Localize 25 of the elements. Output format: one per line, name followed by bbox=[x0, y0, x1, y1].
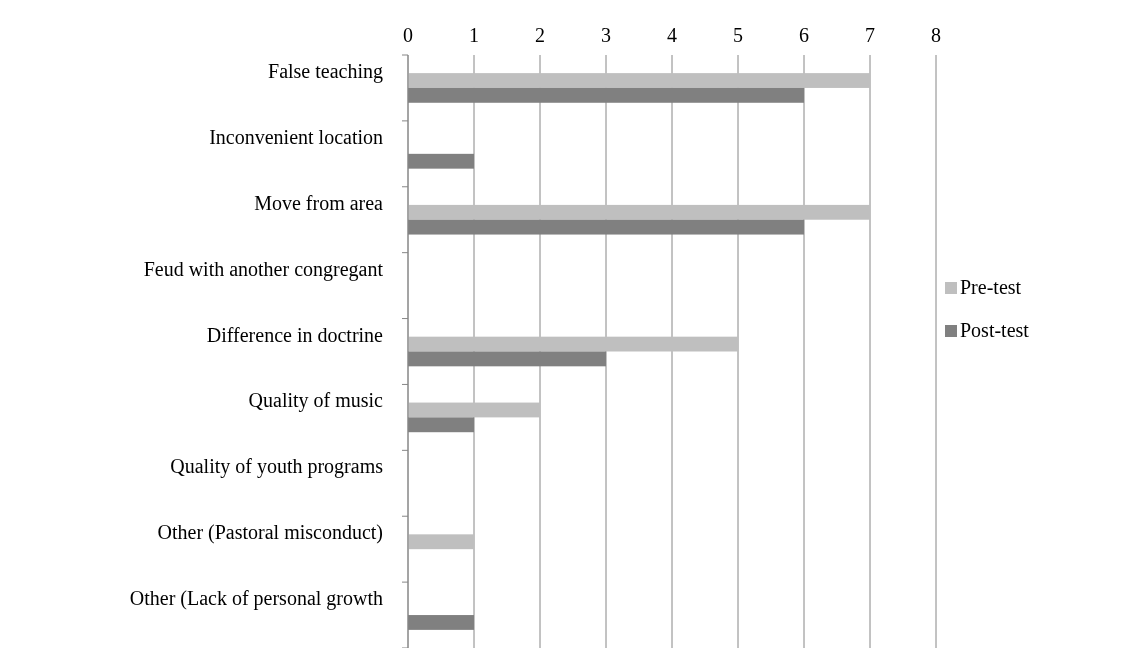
y-tick-label: Other (Lack of personal growth bbox=[129, 587, 383, 611]
x-tick-label: 6 bbox=[799, 24, 809, 46]
bar bbox=[408, 336, 738, 352]
y-tick-label: Difference in doctrine bbox=[206, 323, 384, 346]
legend-label: Pre-test bbox=[960, 276, 1022, 298]
y-tick-label: Feud with another congregant bbox=[143, 257, 384, 281]
bar bbox=[408, 534, 474, 550]
y-tick-label: Quality of music bbox=[248, 389, 384, 413]
legend-label: Post-test bbox=[960, 319, 1030, 341]
bar bbox=[408, 204, 870, 220]
bar bbox=[408, 73, 870, 88]
x-tick-label: 5 bbox=[733, 24, 743, 46]
x-tick-label: 0 bbox=[403, 24, 413, 46]
x-tick-label: 8 bbox=[931, 24, 941, 46]
y-tick-label: Quality of youth programs bbox=[170, 455, 384, 479]
y-tick-label: Other (Pastoral misconduct) bbox=[157, 521, 383, 545]
y-tick-label: Move from area bbox=[254, 191, 384, 214]
y-tick-label: False teaching bbox=[268, 59, 383, 83]
x-tick-label: 3 bbox=[601, 24, 611, 46]
x-tick-label: 1 bbox=[469, 24, 479, 46]
bar bbox=[408, 402, 540, 418]
x-tick-label: 7 bbox=[865, 24, 875, 46]
y-tick-label: Inconvenient location bbox=[209, 125, 383, 148]
x-tick-label: 2 bbox=[535, 24, 545, 46]
x-tick-label: 4 bbox=[667, 24, 677, 46]
